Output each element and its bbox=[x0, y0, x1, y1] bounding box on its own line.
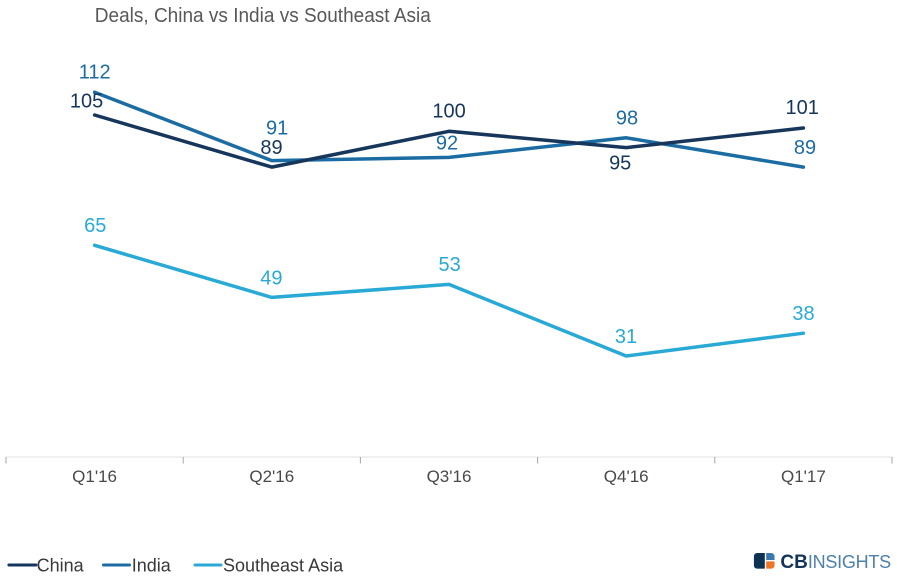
svg-text:105: 105 bbox=[70, 90, 103, 112]
svg-text:31: 31 bbox=[615, 326, 637, 348]
svg-text:95: 95 bbox=[609, 152, 631, 174]
svg-text:Southeast Asia: Southeast Asia bbox=[223, 556, 344, 576]
svg-text:100: 100 bbox=[432, 100, 465, 122]
svg-text:Deals, China vs India vs South: Deals, China vs India vs Southeast Asia bbox=[95, 5, 432, 27]
svg-text:89: 89 bbox=[260, 137, 282, 159]
svg-text:Q3'16: Q3'16 bbox=[427, 467, 472, 486]
svg-text:CB: CB bbox=[780, 552, 807, 573]
svg-text:65: 65 bbox=[84, 215, 106, 237]
svg-text:China: China bbox=[37, 556, 85, 576]
svg-text:Q1'16: Q1'16 bbox=[72, 467, 117, 486]
svg-text:89: 89 bbox=[794, 137, 816, 159]
svg-text:91: 91 bbox=[266, 118, 288, 140]
svg-text:92: 92 bbox=[436, 132, 458, 154]
svg-text:112: 112 bbox=[79, 62, 111, 84]
svg-text:98: 98 bbox=[616, 108, 638, 130]
svg-text:49: 49 bbox=[260, 267, 282, 289]
svg-text:Q4'16: Q4'16 bbox=[604, 467, 649, 486]
svg-text:Q2'16: Q2'16 bbox=[249, 467, 294, 486]
svg-text:India: India bbox=[132, 556, 172, 576]
svg-text:53: 53 bbox=[438, 254, 460, 276]
svg-text:Q1'17: Q1'17 bbox=[781, 467, 826, 486]
svg-text:INSIGHTS: INSIGHTS bbox=[808, 552, 891, 572]
svg-text:101: 101 bbox=[786, 97, 819, 119]
svg-text:38: 38 bbox=[792, 303, 814, 325]
